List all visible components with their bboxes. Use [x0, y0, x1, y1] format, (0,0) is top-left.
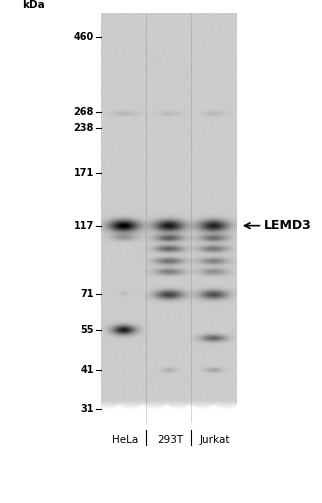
Text: 293T: 293T: [157, 435, 184, 445]
Text: 41: 41: [80, 365, 94, 375]
Text: 117: 117: [74, 221, 94, 231]
Text: HeLa: HeLa: [112, 435, 139, 445]
Text: Jurkat: Jurkat: [200, 435, 230, 445]
Text: LEMD3: LEMD3: [264, 219, 312, 232]
Text: 71: 71: [80, 289, 94, 299]
Text: 268: 268: [74, 107, 94, 117]
Text: 460: 460: [74, 32, 94, 42]
Text: 171: 171: [74, 169, 94, 179]
Text: 55: 55: [80, 324, 94, 334]
Text: kDa: kDa: [23, 0, 45, 10]
Text: 238: 238: [74, 123, 94, 133]
Text: 31: 31: [80, 403, 94, 413]
